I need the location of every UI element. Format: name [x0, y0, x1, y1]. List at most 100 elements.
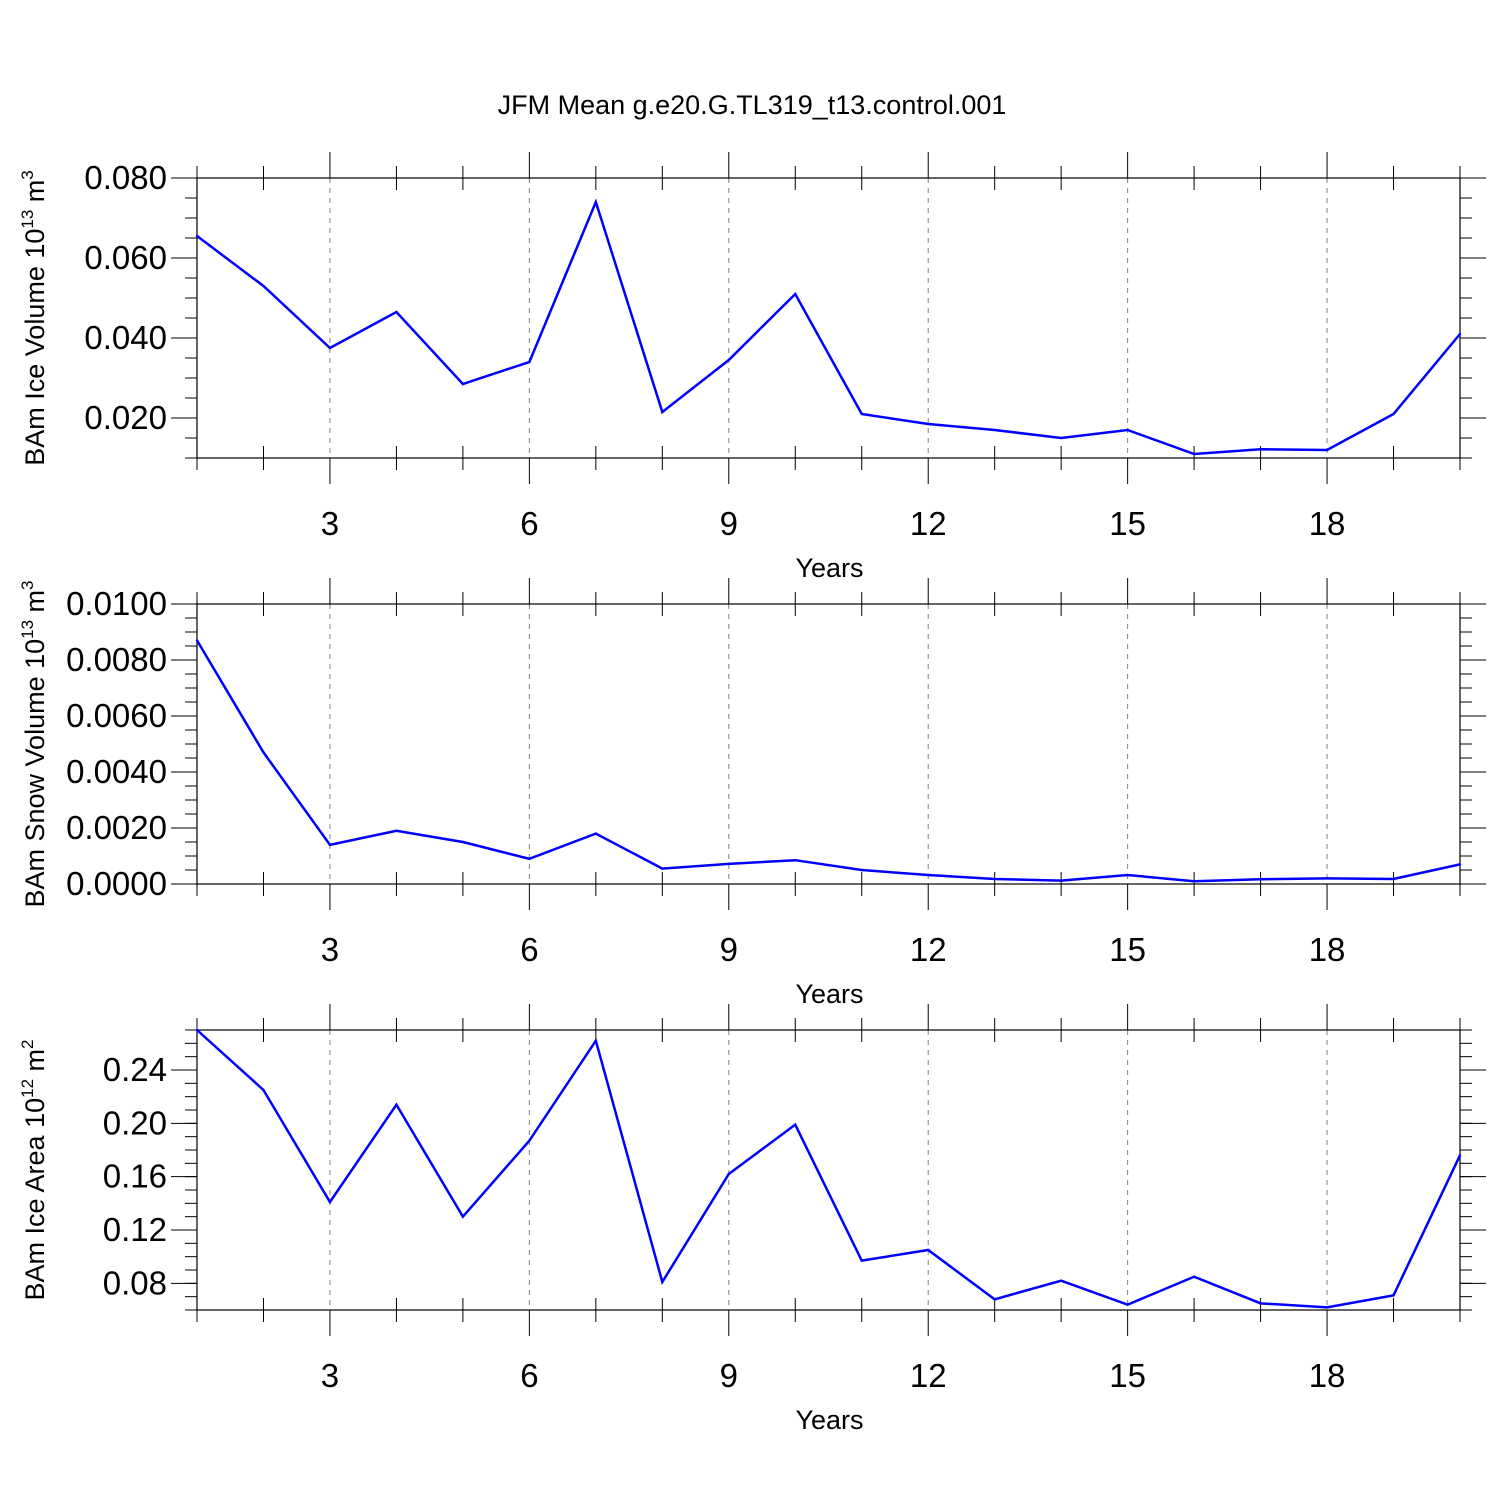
y-axis-label-part: m: [20, 1049, 50, 1079]
data-point: [461, 1215, 465, 1218]
data-point: [1392, 877, 1395, 881]
data-point: [661, 410, 664, 414]
y-tick-label: 0.20: [103, 1104, 167, 1141]
x-axis-label: Years: [795, 553, 863, 583]
data-point: [528, 857, 531, 860]
data-point: [262, 751, 265, 754]
data-point: [661, 1280, 664, 1284]
y-tick-label: 0.0040: [66, 753, 167, 790]
y-axis-label: BAm Snow Volume 1013 m3: [18, 580, 50, 907]
x-tick-label: 3: [321, 505, 339, 542]
data-point: [993, 877, 996, 881]
x-tick-label: 9: [720, 931, 738, 968]
y-axis-label-superscript: 13: [18, 210, 37, 229]
y-tick-label: 0.0100: [66, 585, 167, 622]
data-point: [794, 1123, 797, 1126]
data-point: [1325, 877, 1329, 880]
x-tick-label: 12: [910, 1357, 947, 1394]
data-point: [461, 840, 465, 844]
data-point: [594, 832, 598, 835]
y-tick-label: 0.0080: [66, 641, 167, 678]
data-point: [1392, 412, 1395, 416]
y-axis-label: BAm Ice Area 1012 m2: [18, 1040, 50, 1301]
page-title: JFM Mean g.e20.G.TL319_t13.control.001: [498, 90, 1007, 120]
y-tick-label: 0.08: [103, 1264, 167, 1301]
y-tick-label: 0.16: [103, 1158, 167, 1195]
data-point: [594, 1039, 598, 1042]
panels: 0.020 0.040 0.060 0.080 3 6 9 12 15 18 Years BAm Ic…: [18, 152, 1486, 1435]
data-point: [1259, 1302, 1262, 1305]
data-point: [1259, 878, 1262, 881]
y-tick-label: 0.040: [84, 319, 167, 356]
x-tick-label: 12: [910, 505, 947, 542]
data-point: [328, 346, 332, 350]
series-line: [196, 1029, 1462, 1309]
chart-panel-2: 0.0000 0.0020 0.0040 0.0060 0.0080 0.0100 3 6 9 1…: [18, 578, 1486, 1009]
y-tick-label: 0.020: [84, 399, 167, 436]
x-tick-label: 3: [321, 1357, 339, 1394]
data-point: [1059, 1279, 1063, 1282]
y-axis-label-superscript: 3: [18, 580, 37, 589]
data-point: [594, 200, 598, 204]
x-tick-label: 6: [520, 1357, 538, 1394]
plot-frame: [196, 603, 1461, 885]
y-tick-label: 0.0020: [66, 809, 167, 846]
data-point: [1126, 1303, 1129, 1306]
data-point: [927, 422, 930, 426]
y-axis-label-part: m: [20, 180, 50, 210]
x-tick-label: 9: [720, 1357, 738, 1394]
data-point: [328, 843, 332, 846]
y-axis-label-part: m: [20, 590, 50, 620]
y-axis-label-superscript: 12: [18, 1079, 37, 1098]
data-point: [528, 1139, 531, 1142]
y-axis-label-superscript: 3: [18, 170, 37, 179]
data-point: [461, 382, 465, 386]
data-point: [1259, 448, 1262, 451]
data-point: [1126, 428, 1129, 432]
data-point: [1458, 863, 1462, 866]
data-point: [262, 1088, 265, 1092]
series-line: [196, 198, 1461, 456]
data-point: [927, 873, 930, 877]
chart-panel-3: 0.08 0.12 0.16 0.20 0.24 3 6 9 12 15 18 Years BAm Ic…: [18, 1004, 1486, 1435]
data-point: [1325, 448, 1329, 452]
x-tick-label: 15: [1109, 505, 1146, 542]
x-tick-label: 18: [1309, 505, 1346, 542]
data-point: [1458, 1154, 1462, 1157]
y-axis-label-part: BAm Snow Volume 10: [20, 639, 50, 908]
data-point: [794, 292, 797, 296]
data-point: [1192, 452, 1196, 456]
data-point: [794, 859, 797, 862]
data-point: [1392, 1294, 1395, 1297]
data-point: [860, 868, 863, 872]
data-point: [1059, 436, 1063, 440]
data-point: [860, 1259, 863, 1262]
x-tick-label: 6: [520, 931, 538, 968]
chart-panel-1: 0.020 0.040 0.060 0.080 3 6 9 12 15 18 Years BAm Ic…: [18, 152, 1486, 583]
y-axis-label-part: BAm Ice Volume 10: [20, 229, 50, 466]
y-tick-label: 0.080: [84, 159, 167, 196]
data-point: [528, 360, 531, 364]
x-tick-label: 18: [1309, 1357, 1346, 1394]
x-axis-label: Years: [795, 979, 863, 1009]
data-point: [395, 829, 398, 832]
y-axis-label-superscript: 13: [18, 620, 37, 639]
data-point: [395, 310, 398, 314]
x-tick-label: 15: [1109, 1357, 1146, 1394]
data-point: [195, 1028, 199, 1032]
y-tick-label: 0.0000: [66, 865, 167, 902]
data-point: [1325, 1306, 1329, 1309]
data-point: [1126, 873, 1129, 877]
y-axis-label-part: BAm Ice Area 10: [20, 1098, 50, 1301]
data-point: [1192, 880, 1196, 883]
y-tick-label: 0.12: [103, 1211, 167, 1248]
data-point: [661, 867, 664, 870]
y-tick-label: 0.0060: [66, 697, 167, 734]
y-axis-label: BAm Ice Volume 1013 m3: [18, 170, 50, 466]
data-point: [395, 1103, 398, 1106]
data-point: [727, 358, 730, 362]
data-point: [860, 412, 863, 416]
data-point: [1458, 332, 1462, 336]
data-point: [727, 1172, 730, 1176]
